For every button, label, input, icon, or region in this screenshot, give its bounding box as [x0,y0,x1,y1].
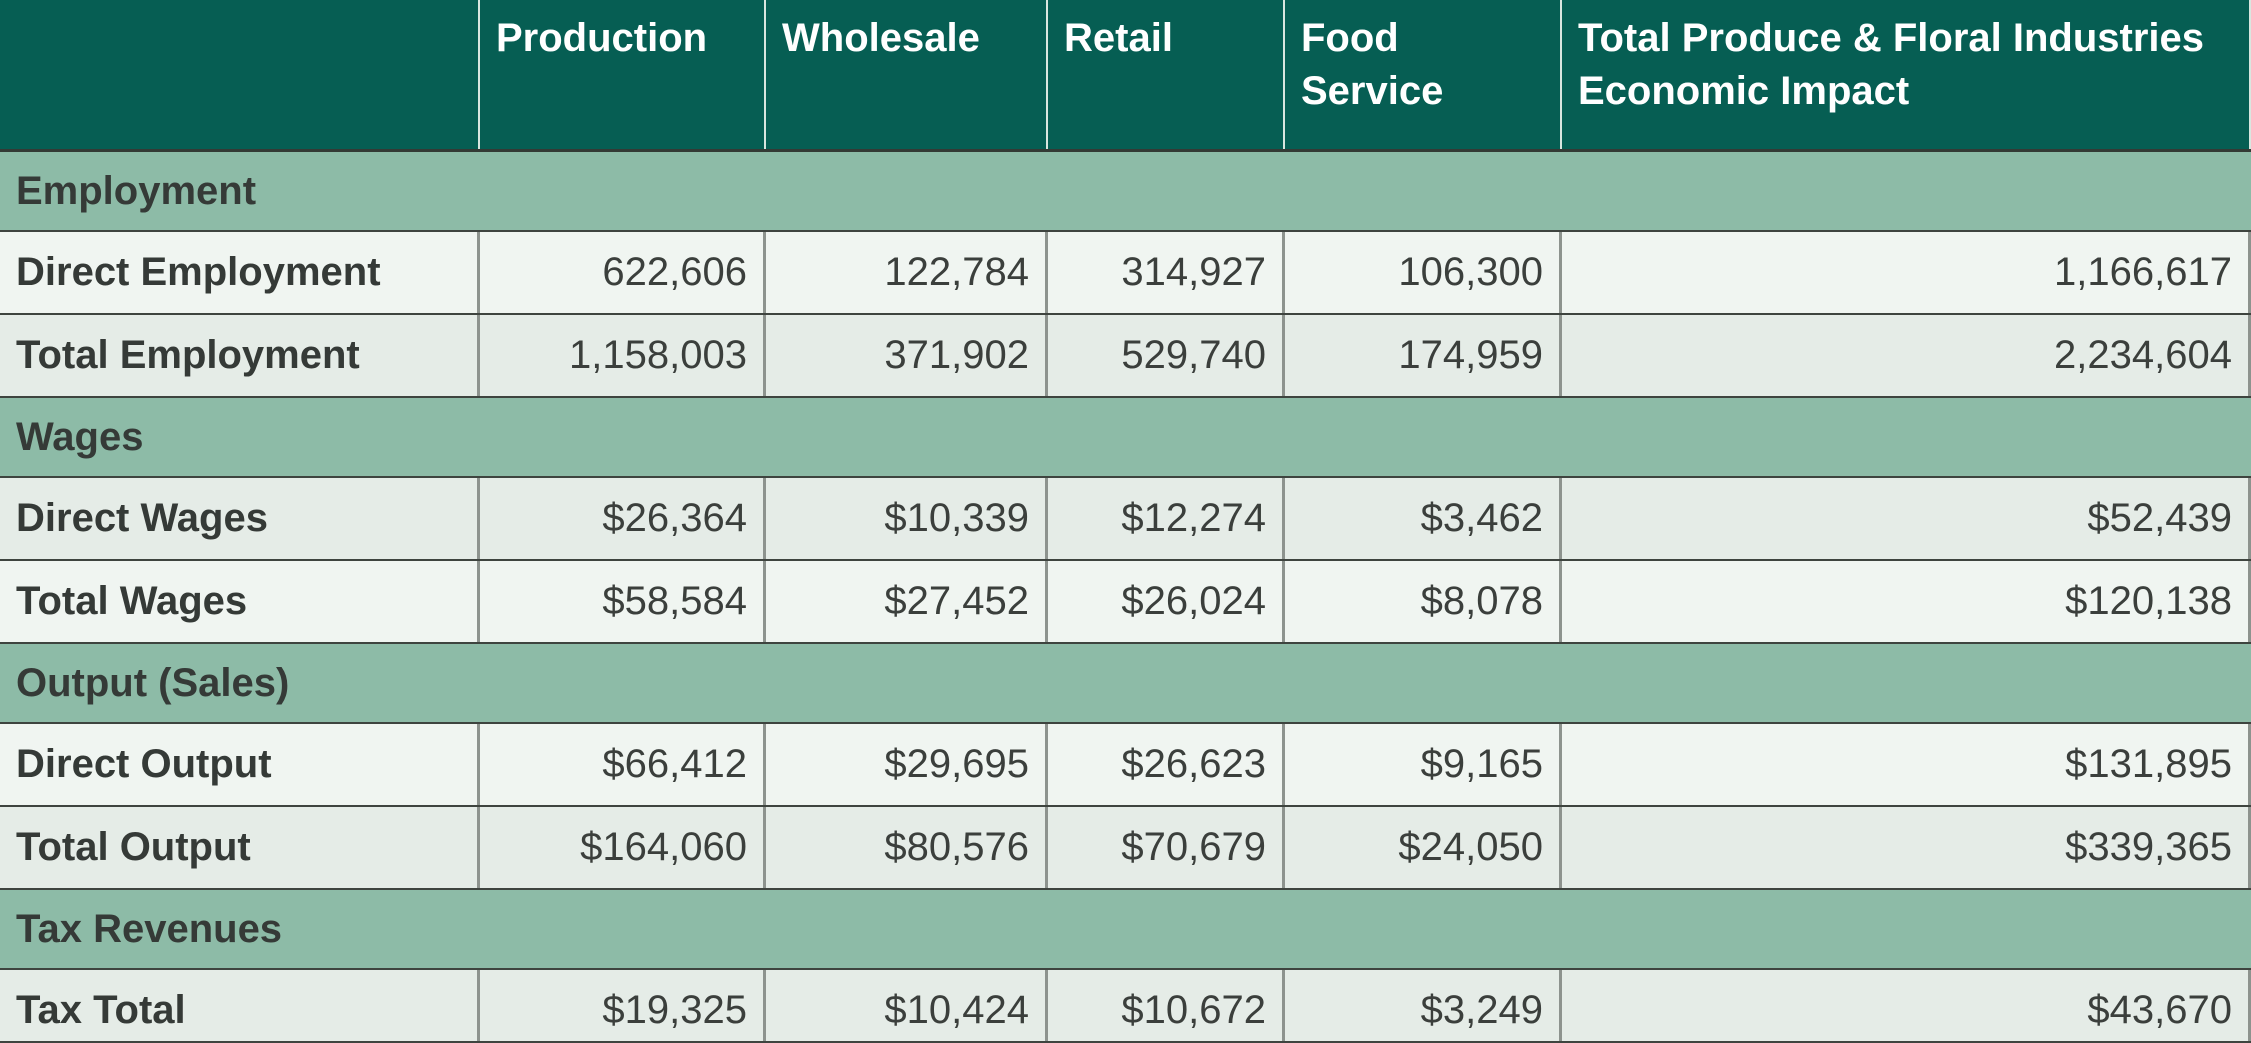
header-cell: Total Produce & Floral Industries Econom… [1562,0,2251,149]
value-cell: $26,024 [1048,561,1285,642]
section-row: Output (Sales) [0,644,2251,724]
value-cell: $12,274 [1048,478,1285,559]
value-cell: $66,412 [480,724,766,805]
value-cell: 2,234,604 [1562,315,2251,396]
value-cell: $58,584 [480,561,766,642]
table-header: Production Wholesale Retail Food Service Tot… [0,0,2251,152]
header-cell: Food Service [1285,0,1562,149]
value-cell: 122,784 [766,232,1048,313]
value-cell: 1,158,003 [480,315,766,396]
header-cell-empty [0,0,480,149]
row-label: Tax Total [0,970,480,1043]
value-cell: $26,623 [1048,724,1285,805]
table-row: Direct Wages $26,364 $10,339 $12,274 $3,462 $… [0,478,2251,561]
section-row: Employment [0,152,2251,232]
value-cell: $26,364 [480,478,766,559]
value-cell: $9,165 [1285,724,1562,805]
value-cell: $3,462 [1285,478,1562,559]
value-cell: $70,679 [1048,807,1285,888]
value-cell: 1,166,617 [1562,232,2251,313]
table-row: Total Output $164,060 $80,576 $70,679 $24,05… [0,807,2251,890]
value-cell: $131,895 [1562,724,2251,805]
header-cell: Production [480,0,766,149]
row-label: Direct Output [0,724,480,805]
row-label: Total Employment [0,315,480,396]
value-cell: $10,424 [766,970,1048,1043]
value-cell: $19,325 [480,970,766,1043]
table-row: Direct Output $66,412 $29,695 $26,623 $9,165… [0,724,2251,807]
row-label: Direct Employment [0,232,480,313]
table-row: Total Employment 1,158,003 371,902 529,740 1… [0,315,2251,398]
row-label: Total Wages [0,561,480,642]
value-cell: $8,078 [1285,561,1562,642]
table-row: Tax Total $19,325 $10,424 $10,672 $3,249 $43,… [0,970,2251,1043]
table-row: Direct Employment 622,606 122,784 314,927 10… [0,232,2251,315]
value-cell: 314,927 [1048,232,1285,313]
header-cell: Wholesale [766,0,1048,149]
table-row: Total Wages $58,584 $27,452 $26,024 $8,078 $1… [0,561,2251,644]
value-cell: 371,902 [766,315,1048,396]
row-label: Total Output [0,807,480,888]
value-cell: $120,138 [1562,561,2251,642]
value-cell: $52,439 [1562,478,2251,559]
value-cell: $24,050 [1285,807,1562,888]
section-label: Wages [16,414,144,459]
section-label: Employment [16,168,257,213]
section-label: Output (Sales) [16,660,290,705]
value-cell: 106,300 [1285,232,1562,313]
value-cell: 174,959 [1285,315,1562,396]
value-cell: $43,670 [1562,970,2251,1043]
section-row: Tax Revenues [0,890,2251,970]
value-cell: $27,452 [766,561,1048,642]
row-label: Direct Wages [0,478,480,559]
value-cell: 529,740 [1048,315,1285,396]
value-cell: $339,365 [1562,807,2251,888]
value-cell: $3,249 [1285,970,1562,1043]
value-cell: $29,695 [766,724,1048,805]
value-cell: $10,672 [1048,970,1285,1043]
table-body: Employment Direct Employment 622,606 122,78… [0,152,2251,1043]
value-cell: $10,339 [766,478,1048,559]
value-cell: $164,060 [480,807,766,888]
section-row: Wages [0,398,2251,478]
value-cell: $80,576 [766,807,1048,888]
section-label: Tax Revenues [16,906,283,951]
value-cell: 622,606 [480,232,766,313]
header-cell: Retail [1048,0,1285,149]
